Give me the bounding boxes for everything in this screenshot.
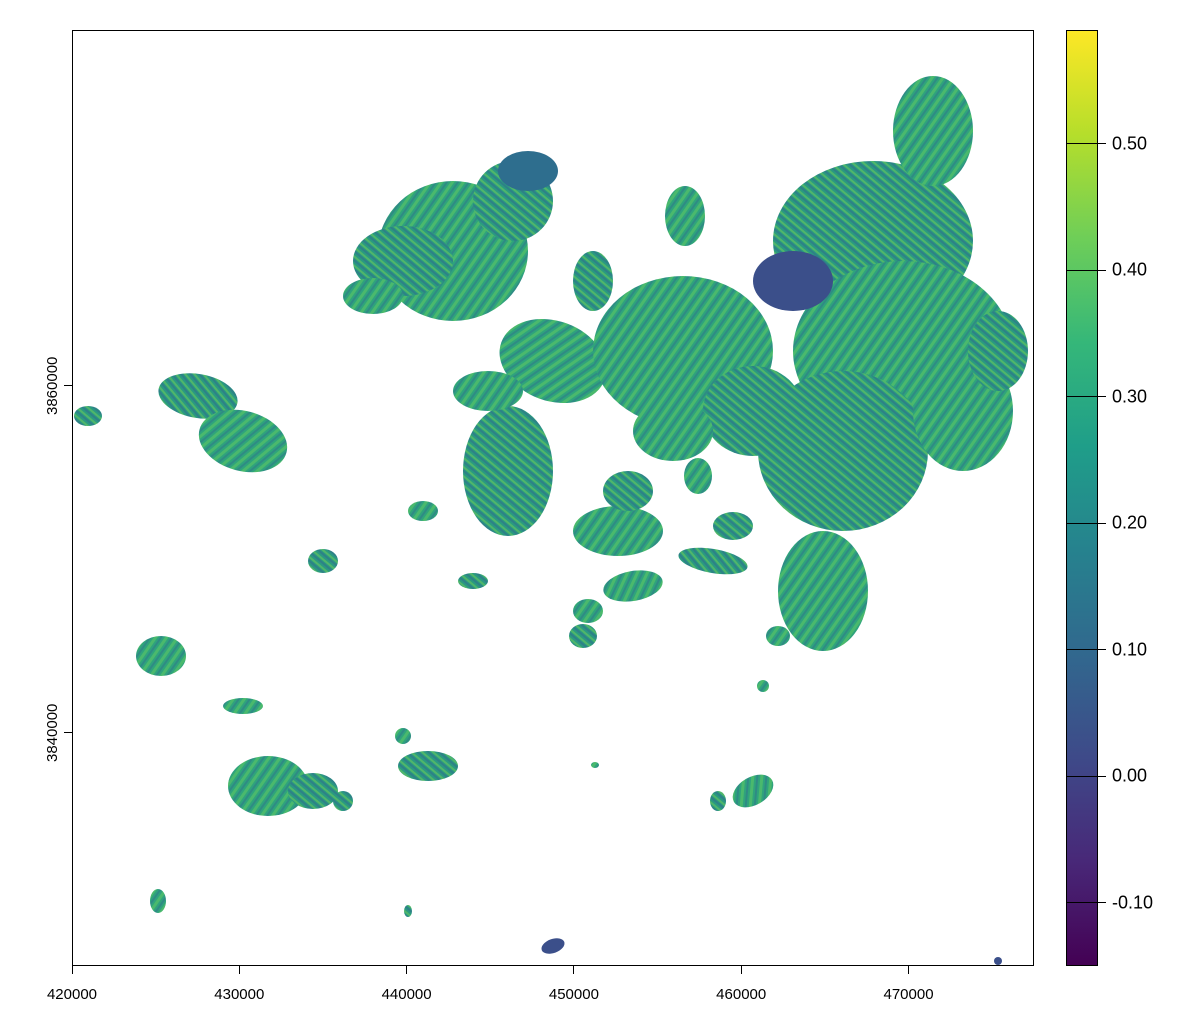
colorbar-tick-mark bbox=[1066, 269, 1106, 271]
x-tick-label: 470000 bbox=[883, 986, 934, 1003]
island-shape bbox=[603, 471, 653, 511]
island-shape bbox=[569, 624, 597, 648]
island-shape bbox=[678, 547, 748, 575]
x-tick-label: 440000 bbox=[381, 986, 432, 1003]
x-tick-label: 460000 bbox=[716, 986, 767, 1003]
colorbar-tick-mark bbox=[1066, 522, 1106, 524]
island-shape bbox=[758, 371, 928, 531]
island-shape bbox=[893, 76, 973, 186]
colorbar-tick-label: 0.40 bbox=[1112, 259, 1148, 280]
island-raster-map bbox=[74, 76, 1028, 965]
island-shape bbox=[713, 512, 753, 540]
island-shape bbox=[150, 889, 166, 913]
x-tick-mark bbox=[573, 966, 575, 974]
island-shape bbox=[308, 549, 338, 573]
colorbar-tick-label: -0.10 bbox=[1112, 892, 1154, 913]
colorbar bbox=[1066, 30, 1098, 966]
colorbar-tick-mark bbox=[1066, 649, 1106, 651]
x-tick-label: 420000 bbox=[46, 986, 98, 1003]
island-shape bbox=[710, 791, 726, 811]
colorbar-tick-mark bbox=[1066, 775, 1106, 777]
island-shape bbox=[198, 409, 288, 473]
island-shape bbox=[573, 506, 663, 556]
island-shape bbox=[136, 636, 186, 676]
x-tick-mark bbox=[238, 966, 240, 974]
island-shape bbox=[398, 751, 458, 781]
colorbar-tick-label: 0.00 bbox=[1112, 765, 1148, 786]
island-shape bbox=[343, 278, 403, 314]
x-tick-mark bbox=[740, 966, 742, 974]
colorbar-tick-mark bbox=[1066, 902, 1106, 904]
map-panel bbox=[72, 30, 1034, 966]
x-tick-mark bbox=[71, 966, 73, 974]
y-tick-mark bbox=[64, 384, 72, 386]
island-shape bbox=[228, 756, 308, 816]
island-shape bbox=[633, 401, 713, 461]
x-tick-mark bbox=[908, 966, 910, 974]
island-shape bbox=[74, 406, 102, 426]
island-shape bbox=[158, 373, 238, 419]
island-shape bbox=[732, 774, 774, 808]
colorbar-tick-mark bbox=[1066, 396, 1106, 398]
island-shape bbox=[541, 938, 565, 954]
island-shape bbox=[665, 186, 705, 246]
x-tick-label: 450000 bbox=[548, 986, 599, 1003]
island-shape bbox=[968, 311, 1028, 391]
island-shape bbox=[766, 626, 790, 646]
y-tick-label: 3860000 bbox=[44, 356, 61, 416]
colorbar-tick-label: 0.10 bbox=[1112, 639, 1148, 660]
island-shape bbox=[395, 728, 411, 744]
colorbar-tick-mark bbox=[1066, 143, 1106, 145]
island-shape bbox=[994, 957, 1002, 965]
island-shape bbox=[603, 570, 663, 602]
island-shape bbox=[753, 251, 833, 311]
colorbar-tick-label: 0.20 bbox=[1112, 512, 1148, 533]
island-shape bbox=[573, 599, 603, 623]
y-tick-mark bbox=[64, 731, 72, 733]
x-tick-mark bbox=[406, 966, 408, 974]
island-shape bbox=[458, 573, 488, 589]
island-shape bbox=[498, 151, 558, 191]
island-shape bbox=[288, 773, 338, 809]
island-shape bbox=[453, 371, 523, 411]
island-shape bbox=[408, 501, 438, 521]
island-shape bbox=[463, 406, 553, 536]
island-shape bbox=[499, 318, 607, 404]
island-shape bbox=[778, 531, 868, 651]
island-shape bbox=[404, 905, 412, 917]
y-tick-label: 3840000 bbox=[44, 703, 61, 762]
colorbar-tick-label: 0.30 bbox=[1112, 386, 1148, 407]
colorbar-tick-label: 0.50 bbox=[1112, 133, 1148, 154]
island-shape bbox=[757, 680, 769, 692]
island-shape bbox=[573, 251, 613, 311]
island-shape bbox=[591, 762, 599, 768]
island-shape bbox=[684, 458, 712, 494]
island-shape bbox=[223, 698, 263, 714]
x-tick-label: 430000 bbox=[214, 986, 265, 1003]
island-shape bbox=[333, 791, 353, 811]
